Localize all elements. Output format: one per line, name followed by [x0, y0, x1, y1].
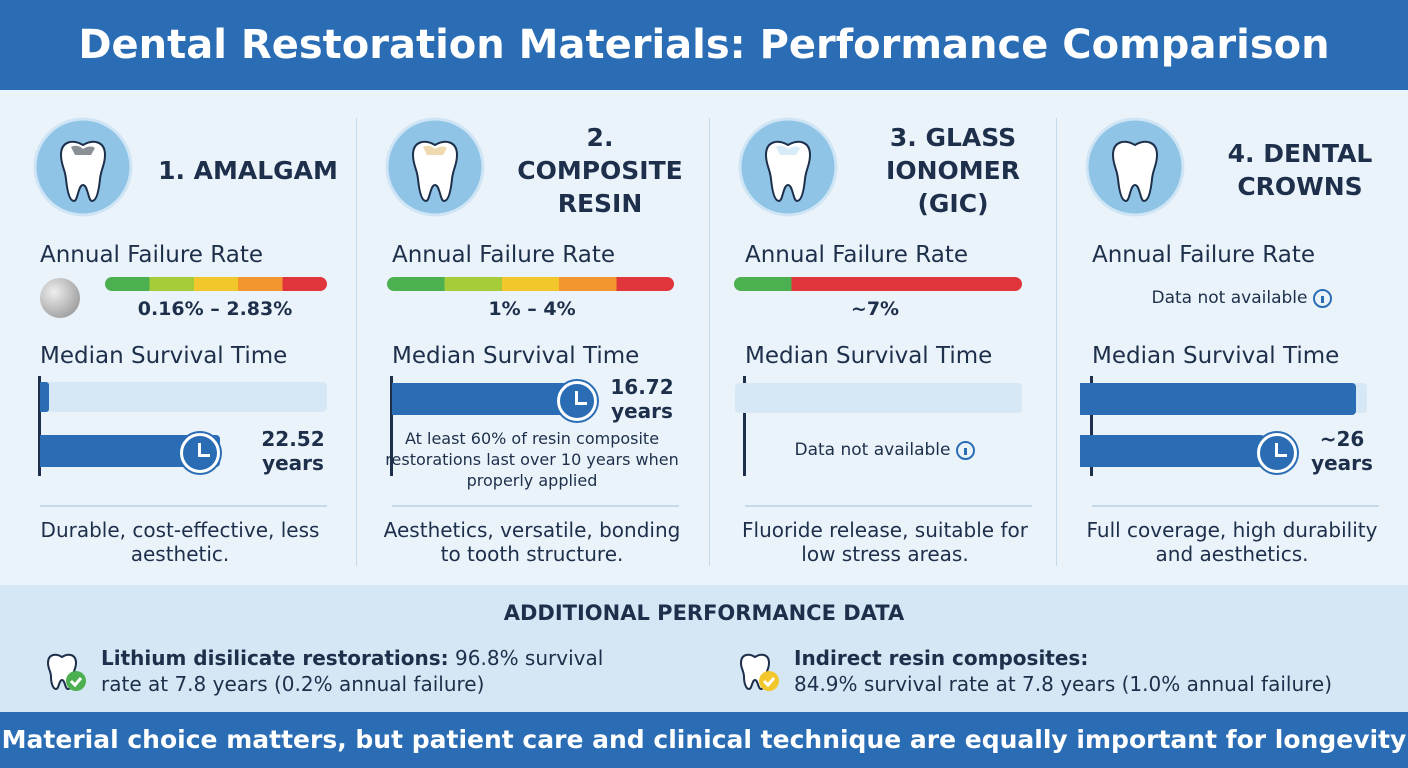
footer: Material choice matters, but patient car… — [0, 712, 1408, 768]
survival-label: Median Survival Time — [745, 343, 993, 369]
item-label: Indirect resin composites: — [794, 646, 1089, 670]
material-column: 3. GLASS IONOMER (GIC) Annual Failure Rat… — [705, 90, 1057, 585]
title: Dental Restoration Materials: Performanc… — [78, 22, 1330, 68]
tooth-icon — [385, 117, 485, 217]
info-icon — [956, 440, 976, 460]
material-title: 2. COMPOSITE RESIN — [517, 122, 683, 218]
survival-bar — [1080, 383, 1356, 415]
survival-axis — [38, 376, 41, 476]
additional-panel: ADDITIONAL PERFORMANCE DATA Lithium disi… — [0, 585, 1408, 712]
na-text: Data not available — [794, 440, 951, 460]
survival-label: Median Survival Time — [1092, 343, 1340, 369]
survival-axis — [743, 376, 746, 476]
additional-item: Lithium disilicate restorations: 96.8% s… — [101, 645, 631, 697]
material-column: 2. COMPOSITE RESIN Annual Failure Rate 1% … — [352, 90, 704, 585]
survival-axis — [390, 376, 393, 476]
survival-axis — [1090, 376, 1093, 476]
summary: Full coverage, high durability and aesth… — [1086, 518, 1378, 566]
item-text: 96.8% survival rate at 7.8 years (0.2% a… — [101, 646, 604, 696]
header: Dental Restoration Materials: Performanc… — [0, 0, 1408, 90]
survival-value: 22.52 years — [261, 427, 325, 475]
additional-title: ADDITIONAL PERFORMANCE DATA — [503, 601, 905, 625]
failure-label: Annual Failure Rate — [392, 242, 615, 268]
summary: Fluoride release, suitable for low stres… — [742, 518, 1028, 566]
failure-value: 1% – 4% — [488, 298, 576, 320]
survival-stub — [40, 382, 49, 412]
failure-scale — [387, 277, 674, 291]
material-column: 4. DENTAL CROWNS Annual Failure Rate Data … — [1052, 90, 1404, 585]
survival-bar — [392, 383, 577, 415]
summary: Durable, cost-effective, less aesthetic. — [40, 518, 320, 566]
icon — [739, 653, 779, 691]
icon — [385, 117, 485, 217]
survival-label: Median Survival Time — [392, 343, 640, 369]
failure-scale — [734, 277, 1022, 291]
failure-value: ~7% — [850, 298, 900, 320]
material-column: 1. AMALGAM Annual Failure Rate 0.16% – 2.8… — [0, 90, 352, 585]
divider — [745, 505, 1032, 507]
failure-value: 0.16% – 2.83% — [137, 298, 293, 320]
amalgam-ball — [40, 278, 80, 318]
column-separator — [709, 118, 710, 566]
column-separator — [1056, 118, 1057, 566]
tooth-icon — [1085, 117, 1185, 217]
survival-track — [735, 383, 1022, 413]
tooth-icon — [33, 117, 133, 217]
divider — [1092, 505, 1379, 507]
survival-track — [40, 382, 327, 412]
material-title: 1. AMALGAM — [158, 155, 338, 185]
na-text: Data not available — [1151, 288, 1308, 308]
material-title: 3. GLASS IONOMER (GIC) — [886, 122, 1020, 218]
column-separator — [356, 118, 357, 566]
info-icon — [1313, 288, 1333, 308]
survival-note: At least 60% of resin composite restorat… — [385, 429, 679, 490]
failure-label: Annual Failure Rate — [745, 242, 968, 268]
divider — [392, 505, 679, 507]
item-label: Lithium disilicate restorations: — [101, 646, 449, 670]
survival-value: ~26 years — [1311, 427, 1373, 475]
tooth-icon — [738, 117, 838, 217]
failure-label: Annual Failure Rate — [1092, 242, 1315, 268]
divider — [40, 505, 327, 507]
additional-item: Indirect resin composites: 84.9% surviva… — [794, 645, 1334, 697]
icon — [738, 117, 838, 217]
survival-value: 16.72 years — [610, 375, 674, 423]
summary: Aesthetics, versatile, bonding to tooth … — [383, 518, 681, 566]
clock-icon — [557, 381, 597, 421]
icon — [46, 653, 86, 691]
failure-scale — [105, 277, 327, 291]
check-tooth-icon — [733, 647, 781, 695]
failure-label: Annual Failure Rate — [40, 242, 263, 268]
survival-label: Median Survival Time — [40, 343, 288, 369]
clock-icon — [1257, 433, 1297, 473]
survival-value: Data not available — [745, 440, 1025, 460]
check-tooth-icon — [40, 647, 88, 695]
clock-icon — [180, 433, 220, 473]
icon — [1085, 117, 1185, 217]
failure-value: Data not available — [1112, 288, 1372, 308]
icon — [33, 117, 133, 217]
item-text: 84.9% survival rate at 7.8 years (1.0% a… — [794, 672, 1333, 696]
material-title: 4. DENTAL CROWNS — [1227, 139, 1373, 201]
survival-bar — [1080, 435, 1265, 467]
